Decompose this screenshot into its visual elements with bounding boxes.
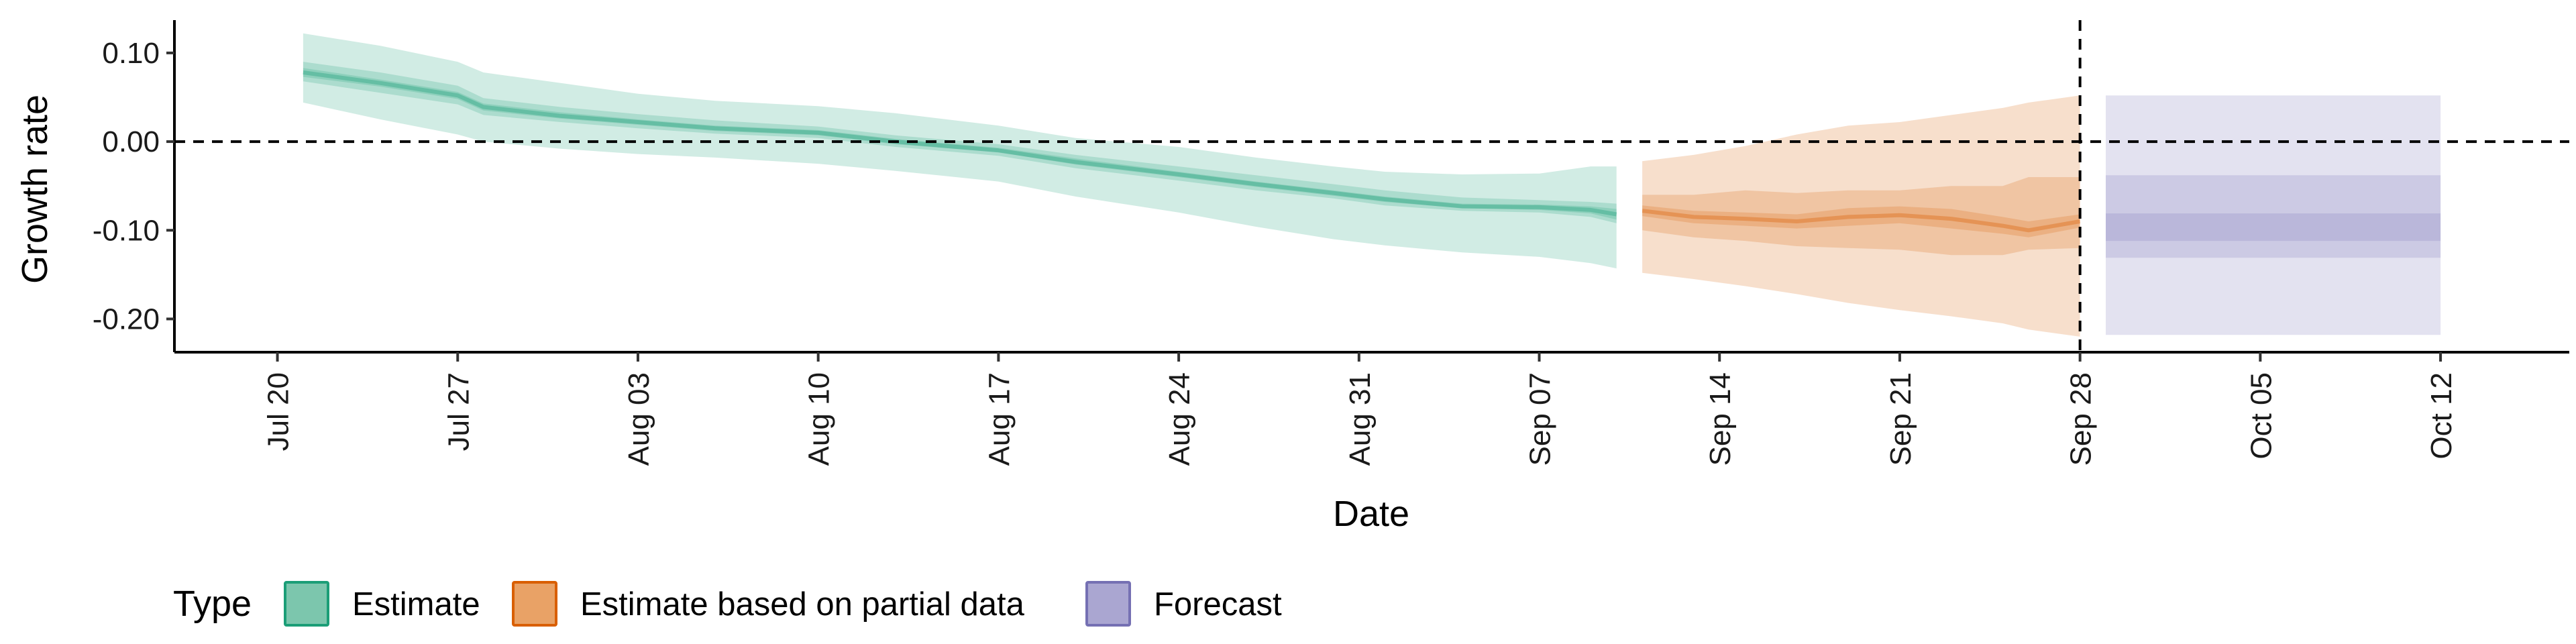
median-lines <box>303 70 2081 233</box>
legend-swatch <box>512 581 557 627</box>
x-tick-label: Oct 12 <box>2425 372 2458 460</box>
y-axis-title: Growth rate <box>15 95 55 284</box>
x-axis-ticks: Jul 20 Jul 27 Aug 03 Aug 10 Aug 17 Aug 24 Aug … <box>262 352 2458 466</box>
uncertainty-bands <box>303 33 2441 337</box>
forecast-band-20 <box>2106 213 2441 241</box>
estimate-median-line <box>303 70 1617 217</box>
forecast-band-90 <box>2106 95 2441 335</box>
x-tick-label: Aug 03 <box>623 372 655 466</box>
y-tick-label: -0.20 <box>93 303 160 335</box>
x-tick-label: Aug 24 <box>1163 372 1196 466</box>
estimate-based-on-partial-data-band-90 <box>1642 95 2080 337</box>
y-tick-label: 0.10 <box>102 37 160 70</box>
x-tick-label: Jul 20 <box>262 372 295 451</box>
x-tick-label: Aug 17 <box>983 372 1016 466</box>
x-tick-label: Sep 14 <box>1704 372 1737 466</box>
legend-items: Estimate Estimate based on partial data Fo… <box>284 581 1282 627</box>
forecast-band-50 <box>2106 175 2441 258</box>
x-tick-label: Jul 27 <box>442 372 475 451</box>
legend-label: Estimate based on partial data <box>580 586 1025 623</box>
y-axis-ticks: 0.10 0.00 -0.10 -0.20 <box>93 37 174 335</box>
estimate-band-90 <box>303 33 1617 269</box>
estimate-based-on-partial-data-band-20 <box>1642 205 2080 237</box>
legend-swatch <box>1085 581 1131 627</box>
estimate-based-on-partial-data-band-50 <box>1642 177 2080 256</box>
x-axis-title: Date <box>1333 494 1409 534</box>
legend-swatch <box>284 581 329 627</box>
x-tick-label: Oct 05 <box>2245 372 2277 460</box>
legend: Type Estimate Estimate based on partial d… <box>173 581 1282 627</box>
legend-label: Estimate <box>352 586 480 623</box>
reference-lines <box>174 20 2569 352</box>
x-tick-label: Aug 31 <box>1344 372 1377 466</box>
x-tick-label: Aug 10 <box>803 372 836 466</box>
axes <box>173 20 2569 354</box>
y-tick-label: -0.10 <box>93 214 160 247</box>
legend-label: Forecast <box>1154 586 1282 623</box>
y-tick-label: 0.00 <box>102 125 160 158</box>
estimate-band-50 <box>303 62 1617 223</box>
x-tick-label: Sep 07 <box>1524 372 1557 466</box>
estimate-based-on-partial-data-median-line <box>1642 209 2081 233</box>
estimate-band-20 <box>303 68 1617 220</box>
x-tick-label: Sep 21 <box>1884 372 1917 466</box>
legend-title: Type <box>173 584 252 624</box>
x-tick-label: Sep 28 <box>2065 372 2098 466</box>
